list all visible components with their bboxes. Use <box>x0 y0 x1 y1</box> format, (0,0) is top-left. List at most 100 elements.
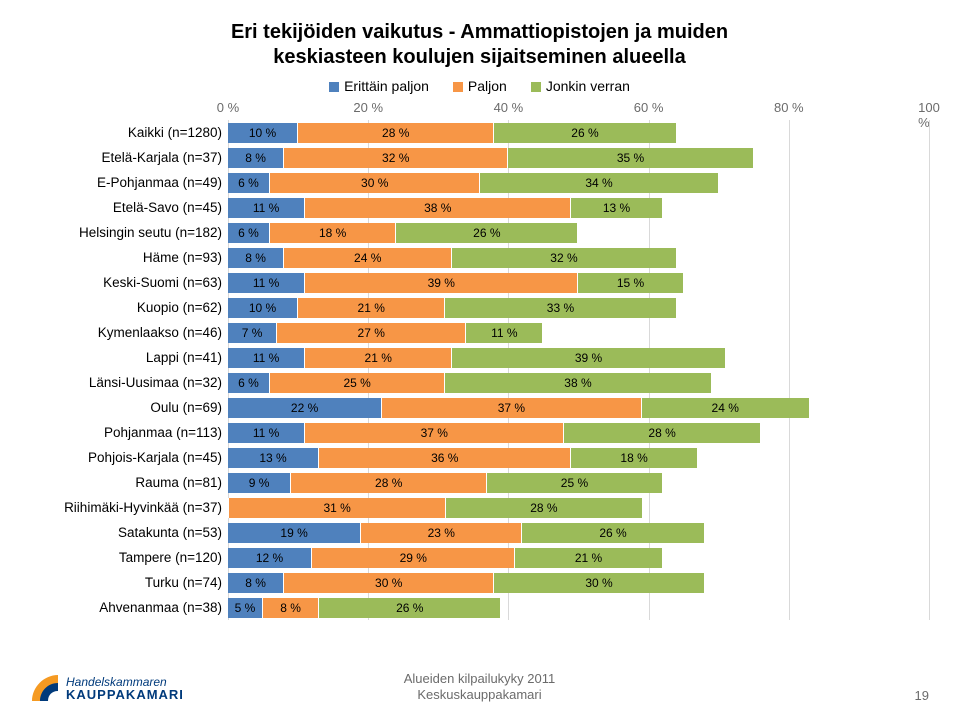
stacked-bar: 8 %24 %32 % <box>228 248 929 268</box>
bar-segment: 11 % <box>228 198 305 218</box>
bar-segment: 39 % <box>305 273 578 293</box>
bar-row: 12 %29 %21 % <box>228 545 929 570</box>
bar-segment: 21 % <box>298 298 445 318</box>
bar-segment: 26 % <box>494 123 676 143</box>
bar-segment: 11 % <box>228 423 305 443</box>
category-label: Oulu (n=69) <box>30 395 222 420</box>
category-label: Lappi (n=41) <box>30 345 222 370</box>
bar-segment: 11 % <box>228 273 305 293</box>
bar-segment: 32 % <box>284 148 508 168</box>
category-label: Rauma (n=81) <box>30 470 222 495</box>
bar-segment: 18 % <box>270 223 396 243</box>
x-axis: 0 %20 %40 %60 %80 %100 % <box>228 100 929 120</box>
category-label: Pohjois-Karjala (n=45) <box>30 445 222 470</box>
axis-tick: 60 % <box>634 100 664 115</box>
bar-segment: 8 % <box>228 248 284 268</box>
category-label: Etelä-Karjala (n=37) <box>30 145 222 170</box>
bar-segment: 6 % <box>228 373 270 393</box>
bar-segment: 28 % <box>446 498 642 518</box>
bar-segment: 30 % <box>284 573 494 593</box>
bar-segment: 28 % <box>298 123 494 143</box>
bar-segment: 38 % <box>445 373 711 393</box>
stacked-bar: 6 %30 %34 % <box>228 173 929 193</box>
category-labels: Kaikki (n=1280)Etelä-Karjala (n=37)E-Poh… <box>30 100 228 620</box>
bar-segment: 22 % <box>228 398 382 418</box>
bar-segment: 11 % <box>466 323 543 343</box>
category-label: Keski-Suomi (n=63) <box>30 270 222 295</box>
category-label: Länsi-Uusimaa (n=32) <box>30 370 222 395</box>
stacked-bar: 31 %28 % <box>228 498 929 518</box>
title-line1: Eri tekijöiden vaikutus - Ammattiopistoj… <box>231 21 728 43</box>
bar-row: 6 %18 %26 % <box>228 220 929 245</box>
bar-segment: 6 % <box>228 223 270 243</box>
legend-item: Paljon <box>453 78 507 94</box>
bar-row: 10 %28 %26 % <box>228 120 929 145</box>
stacked-bar: 11 %37 %28 % <box>228 423 929 443</box>
bar-segment: 33 % <box>445 298 676 318</box>
category-label: Kuopio (n=62) <box>30 295 222 320</box>
bar-row: 8 %24 %32 % <box>228 245 929 270</box>
category-label: Kaikki (n=1280) <box>30 120 222 145</box>
bar-segment: 5 % <box>228 598 263 618</box>
legend-swatch <box>453 82 463 92</box>
category-label: Riihimäki-Hyvinkää (n=37) <box>30 495 222 520</box>
axis-tick: 40 % <box>494 100 524 115</box>
bar-segment: 32 % <box>452 248 676 268</box>
bar-segment: 19 % <box>228 523 361 543</box>
bar-row: 22 %37 %24 % <box>228 395 929 420</box>
bar-segment: 39 % <box>452 348 725 368</box>
bar-row: 6 %30 %34 % <box>228 170 929 195</box>
bar-segment: 29 % <box>312 548 515 568</box>
bar-row: 19 %23 %26 % <box>228 520 929 545</box>
bar-segment: 30 % <box>494 573 704 593</box>
stacked-bar: 10 %28 %26 % <box>228 123 929 143</box>
stacked-bar: 11 %21 %39 % <box>228 348 929 368</box>
bar-row: 11 %37 %28 % <box>228 420 929 445</box>
axis-tick: 0 % <box>217 100 239 115</box>
bar-row: 10 %21 %33 % <box>228 295 929 320</box>
logo-icon <box>30 673 60 703</box>
bar-segment: 8 % <box>263 598 319 618</box>
stacked-bar: 6 %18 %26 % <box>228 223 929 243</box>
legend-label: Paljon <box>468 78 507 94</box>
bar-row: 11 %39 %15 % <box>228 270 929 295</box>
bar-segment: 23 % <box>361 523 522 543</box>
bar-segment: 34 % <box>480 173 718 193</box>
logo-line2: KAUPPAKAMARI <box>66 688 184 701</box>
bar-row: 13 %36 %18 % <box>228 445 929 470</box>
bar-segment: 28 % <box>291 473 487 493</box>
bar-row: 9 %28 %25 % <box>228 470 929 495</box>
bar-segment: 26 % <box>522 523 704 543</box>
stacked-bar: 11 %39 %15 % <box>228 273 929 293</box>
bar-segment: 10 % <box>228 298 298 318</box>
bar-segment: 35 % <box>508 148 753 168</box>
category-label: Tampere (n=120) <box>30 545 222 570</box>
bar-row: 8 %30 %30 % <box>228 570 929 595</box>
category-label: Helsingin seutu (n=182) <box>30 220 222 245</box>
stacked-bar: 7 %27 %11 % <box>228 323 929 343</box>
bar-segment: 27 % <box>277 323 466 343</box>
category-label: E-Pohjanmaa (n=49) <box>30 170 222 195</box>
bar-segment: 13 % <box>571 198 662 218</box>
bar-segment: 25 % <box>487 473 662 493</box>
bar-row: 5 %8 %26 % <box>228 595 929 620</box>
stacked-bar: 22 %37 %24 % <box>228 398 929 418</box>
stacked-bar: 6 %25 %38 % <box>228 373 929 393</box>
bar-row: 31 %28 % <box>228 495 929 520</box>
stacked-bar: 8 %32 %35 % <box>228 148 929 168</box>
chart-title: Eri tekijöiden vaikutus - Ammattiopistoj… <box>30 20 929 70</box>
legend-label: Jonkin verran <box>546 78 630 94</box>
category-label: Pohjanmaa (n=113) <box>30 420 222 445</box>
bar-segment: 15 % <box>578 273 683 293</box>
bar-segment: 21 % <box>305 348 452 368</box>
legend-swatch <box>531 82 541 92</box>
bar-segment: 13 % <box>228 448 319 468</box>
bar-segment: 31 % <box>229 498 446 518</box>
category-label: Turku (n=74) <box>30 570 222 595</box>
page-number: 19 <box>915 688 929 703</box>
bar-segment: 8 % <box>228 573 284 593</box>
bar-segment: 11 % <box>228 348 305 368</box>
stacked-bar: 5 %8 %26 % <box>228 598 929 618</box>
footer: Handelskammaren KAUPPAKAMARI Alueiden ki… <box>30 673 929 703</box>
axis-tick: 80 % <box>774 100 804 115</box>
